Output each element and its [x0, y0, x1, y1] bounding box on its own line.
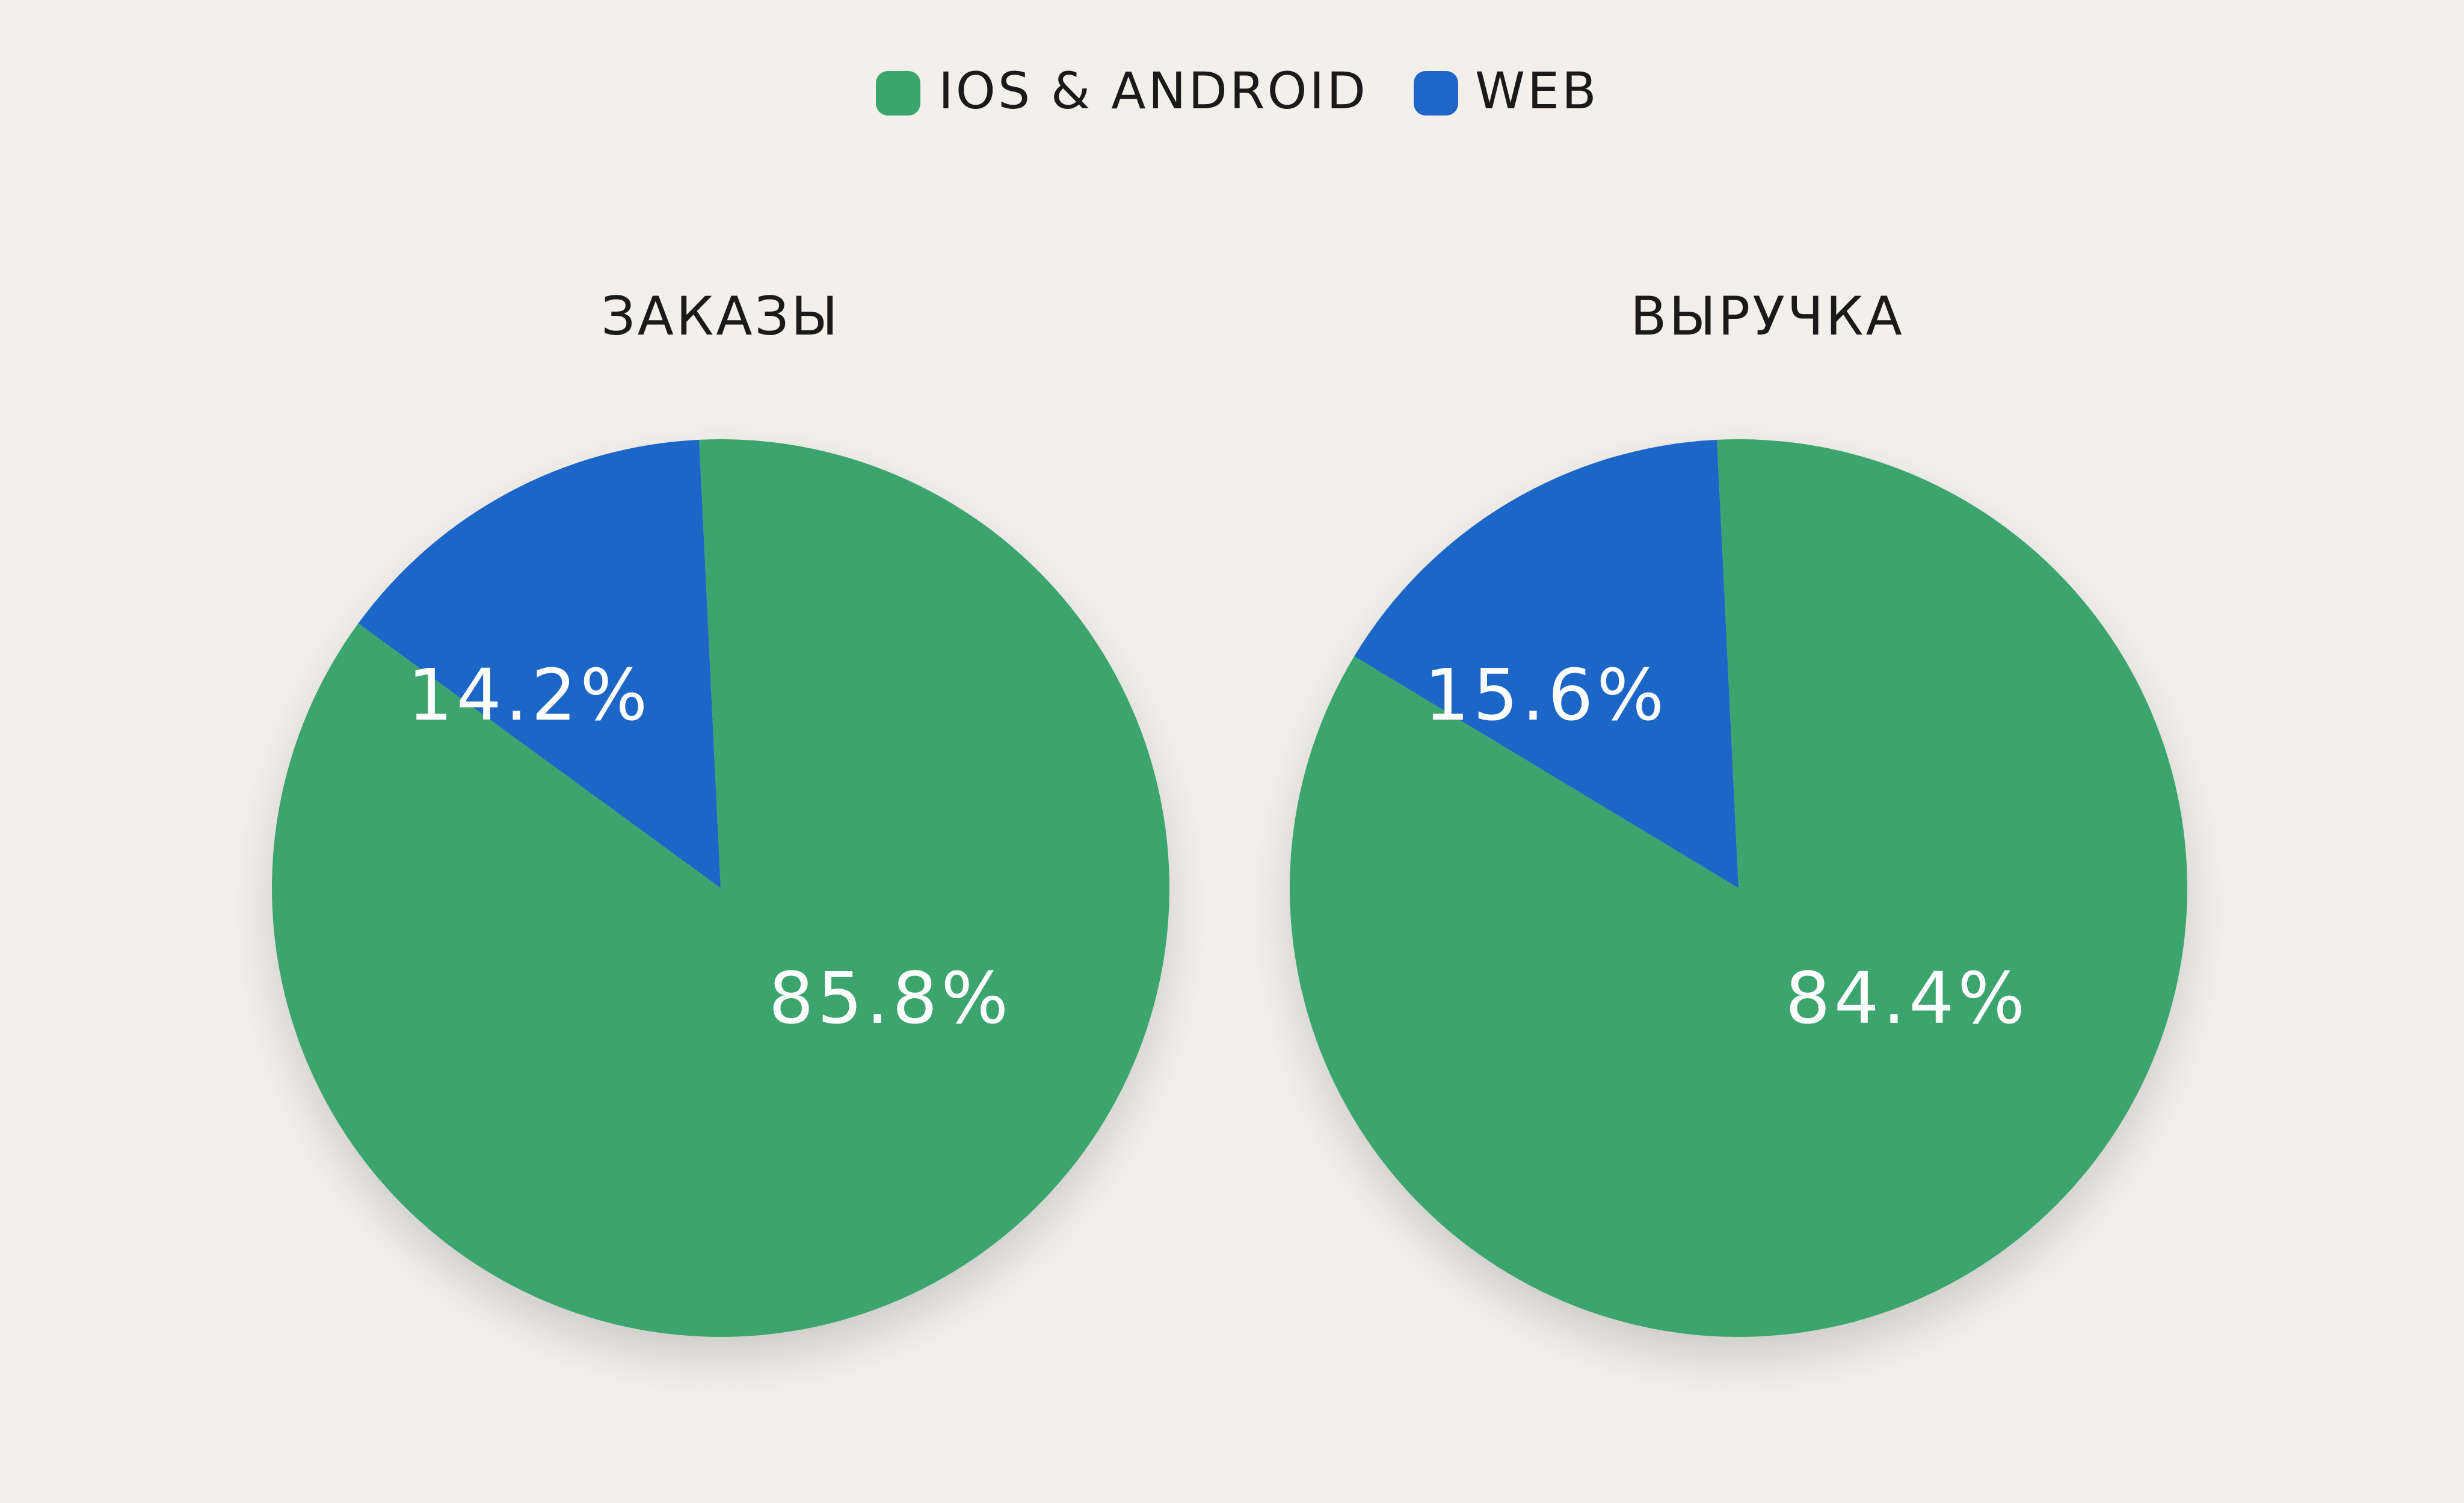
legend-swatch-web — [1414, 71, 1458, 116]
chart-title-revenue: ВЫРУЧКА — [1630, 285, 1905, 347]
legend-item-web: WEB — [1414, 61, 1599, 120]
pie-revenue — [1290, 439, 2188, 1338]
slice-label-orders-web: 14.2% — [408, 653, 651, 736]
legend: IOS & ANDROID WEB — [876, 61, 1599, 120]
pie-slice-revenue-web — [1354, 439, 1739, 888]
legend-item-ios-android: IOS & ANDROID — [876, 61, 1368, 120]
slice-label-revenue-ios-android: 84.4% — [1785, 957, 2029, 1040]
legend-swatch-ios-android — [876, 71, 920, 116]
slice-label-revenue-web: 15.6% — [1424, 653, 1668, 736]
legend-label-web: WEB — [1475, 61, 1599, 120]
legend-label-ios-android: IOS & ANDROID — [938, 61, 1368, 120]
pie-orders — [271, 439, 1169, 1338]
pie-slice-orders-web — [358, 439, 721, 888]
chart-title-orders: ЗАКАЗЫ — [601, 285, 840, 347]
slice-label-orders-ios-android: 85.8% — [769, 957, 1012, 1040]
pie-slice-revenue-ios-android — [1290, 439, 2188, 1338]
pie-slice-orders-ios-android — [271, 439, 1169, 1338]
